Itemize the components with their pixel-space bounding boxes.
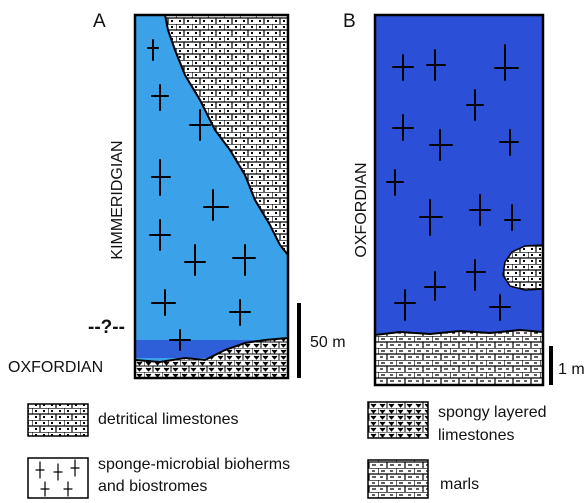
legend-label: spongy layered [438, 404, 547, 421]
stage-label: OXFORDIAN [353, 162, 370, 257]
legend-swatch [368, 460, 428, 498]
legend-label: detritical limestones [98, 411, 239, 428]
legend-swatch [368, 402, 428, 438]
body: {"section_a": {"label": "A", "stage_uppe… [0, 0, 588, 503]
boundary-label: --?-- [88, 317, 125, 338]
page: body { margin: 0; background: #fff; font… [0, 0, 588, 503]
diagram: A KIMMERIDGIAN --?-- OXFORDIAN 50 m B OX… [0, 0, 588, 503]
legend: detritical limestones sponge-microbial b… [28, 402, 547, 498]
legend-label: limestones [438, 427, 514, 444]
stage-label: KIMMERIDGIAN [109, 140, 126, 259]
marls [375, 330, 543, 385]
section-a [135, 15, 299, 378]
section-b [375, 15, 551, 385]
section-label: B [343, 11, 356, 32]
legend-label: and biostromes [98, 478, 207, 495]
stage-label: OXFORDIAN [8, 359, 103, 376]
section-label: A [93, 11, 106, 32]
legend-label: sponge-microbial bioherms [98, 456, 290, 473]
legend-label: marls [440, 476, 479, 493]
legend-swatch [28, 404, 88, 436]
scale-label: 1 m [558, 361, 585, 378]
scale-label: 50 m [310, 334, 346, 351]
